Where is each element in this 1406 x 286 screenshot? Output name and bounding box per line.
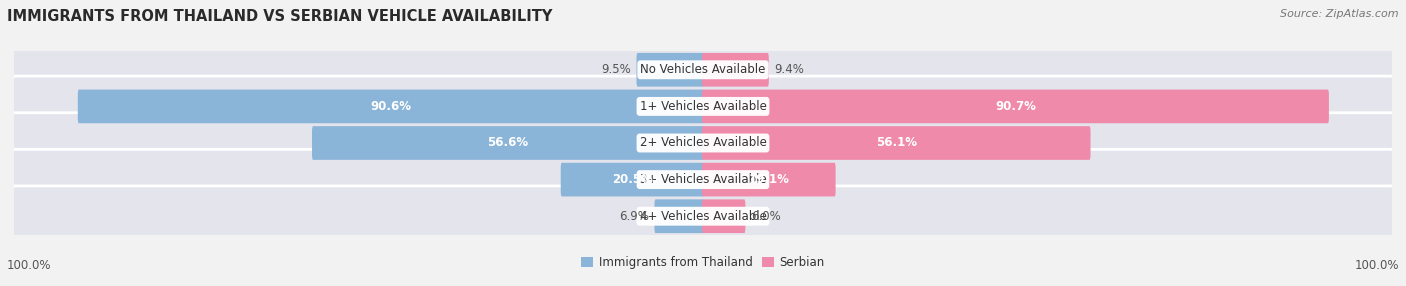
FancyBboxPatch shape [702,126,1091,160]
FancyBboxPatch shape [637,53,704,87]
FancyBboxPatch shape [13,149,1393,210]
Text: 90.7%: 90.7% [995,100,1036,113]
FancyBboxPatch shape [77,90,704,123]
Text: 6.9%: 6.9% [619,210,648,223]
FancyBboxPatch shape [312,126,704,160]
FancyBboxPatch shape [13,113,1393,173]
Text: 9.5%: 9.5% [600,63,631,76]
Text: Source: ZipAtlas.com: Source: ZipAtlas.com [1281,9,1399,19]
Text: 100.0%: 100.0% [7,259,52,272]
Text: 100.0%: 100.0% [1354,259,1399,272]
Text: 19.1%: 19.1% [748,173,789,186]
Text: IMMIGRANTS FROM THAILAND VS SERBIAN VEHICLE AVAILABILITY: IMMIGRANTS FROM THAILAND VS SERBIAN VEHI… [7,9,553,23]
Legend: Immigrants from Thailand, Serbian: Immigrants from Thailand, Serbian [581,256,825,269]
FancyBboxPatch shape [702,90,1329,123]
FancyBboxPatch shape [13,39,1393,100]
FancyBboxPatch shape [702,199,745,233]
Text: 9.4%: 9.4% [775,63,804,76]
FancyBboxPatch shape [702,163,835,196]
Text: 1+ Vehicles Available: 1+ Vehicles Available [640,100,766,113]
Text: 4+ Vehicles Available: 4+ Vehicles Available [640,210,766,223]
FancyBboxPatch shape [13,76,1393,137]
Text: 2+ Vehicles Available: 2+ Vehicles Available [640,136,766,150]
Text: 56.1%: 56.1% [876,136,917,150]
Text: 20.5%: 20.5% [612,173,652,186]
Text: 3+ Vehicles Available: 3+ Vehicles Available [640,173,766,186]
Text: No Vehicles Available: No Vehicles Available [640,63,766,76]
Text: 6.0%: 6.0% [751,210,780,223]
Text: 90.6%: 90.6% [370,100,412,113]
FancyBboxPatch shape [654,199,704,233]
Text: 56.6%: 56.6% [488,136,529,150]
FancyBboxPatch shape [561,163,704,196]
FancyBboxPatch shape [702,53,769,87]
FancyBboxPatch shape [13,186,1393,247]
